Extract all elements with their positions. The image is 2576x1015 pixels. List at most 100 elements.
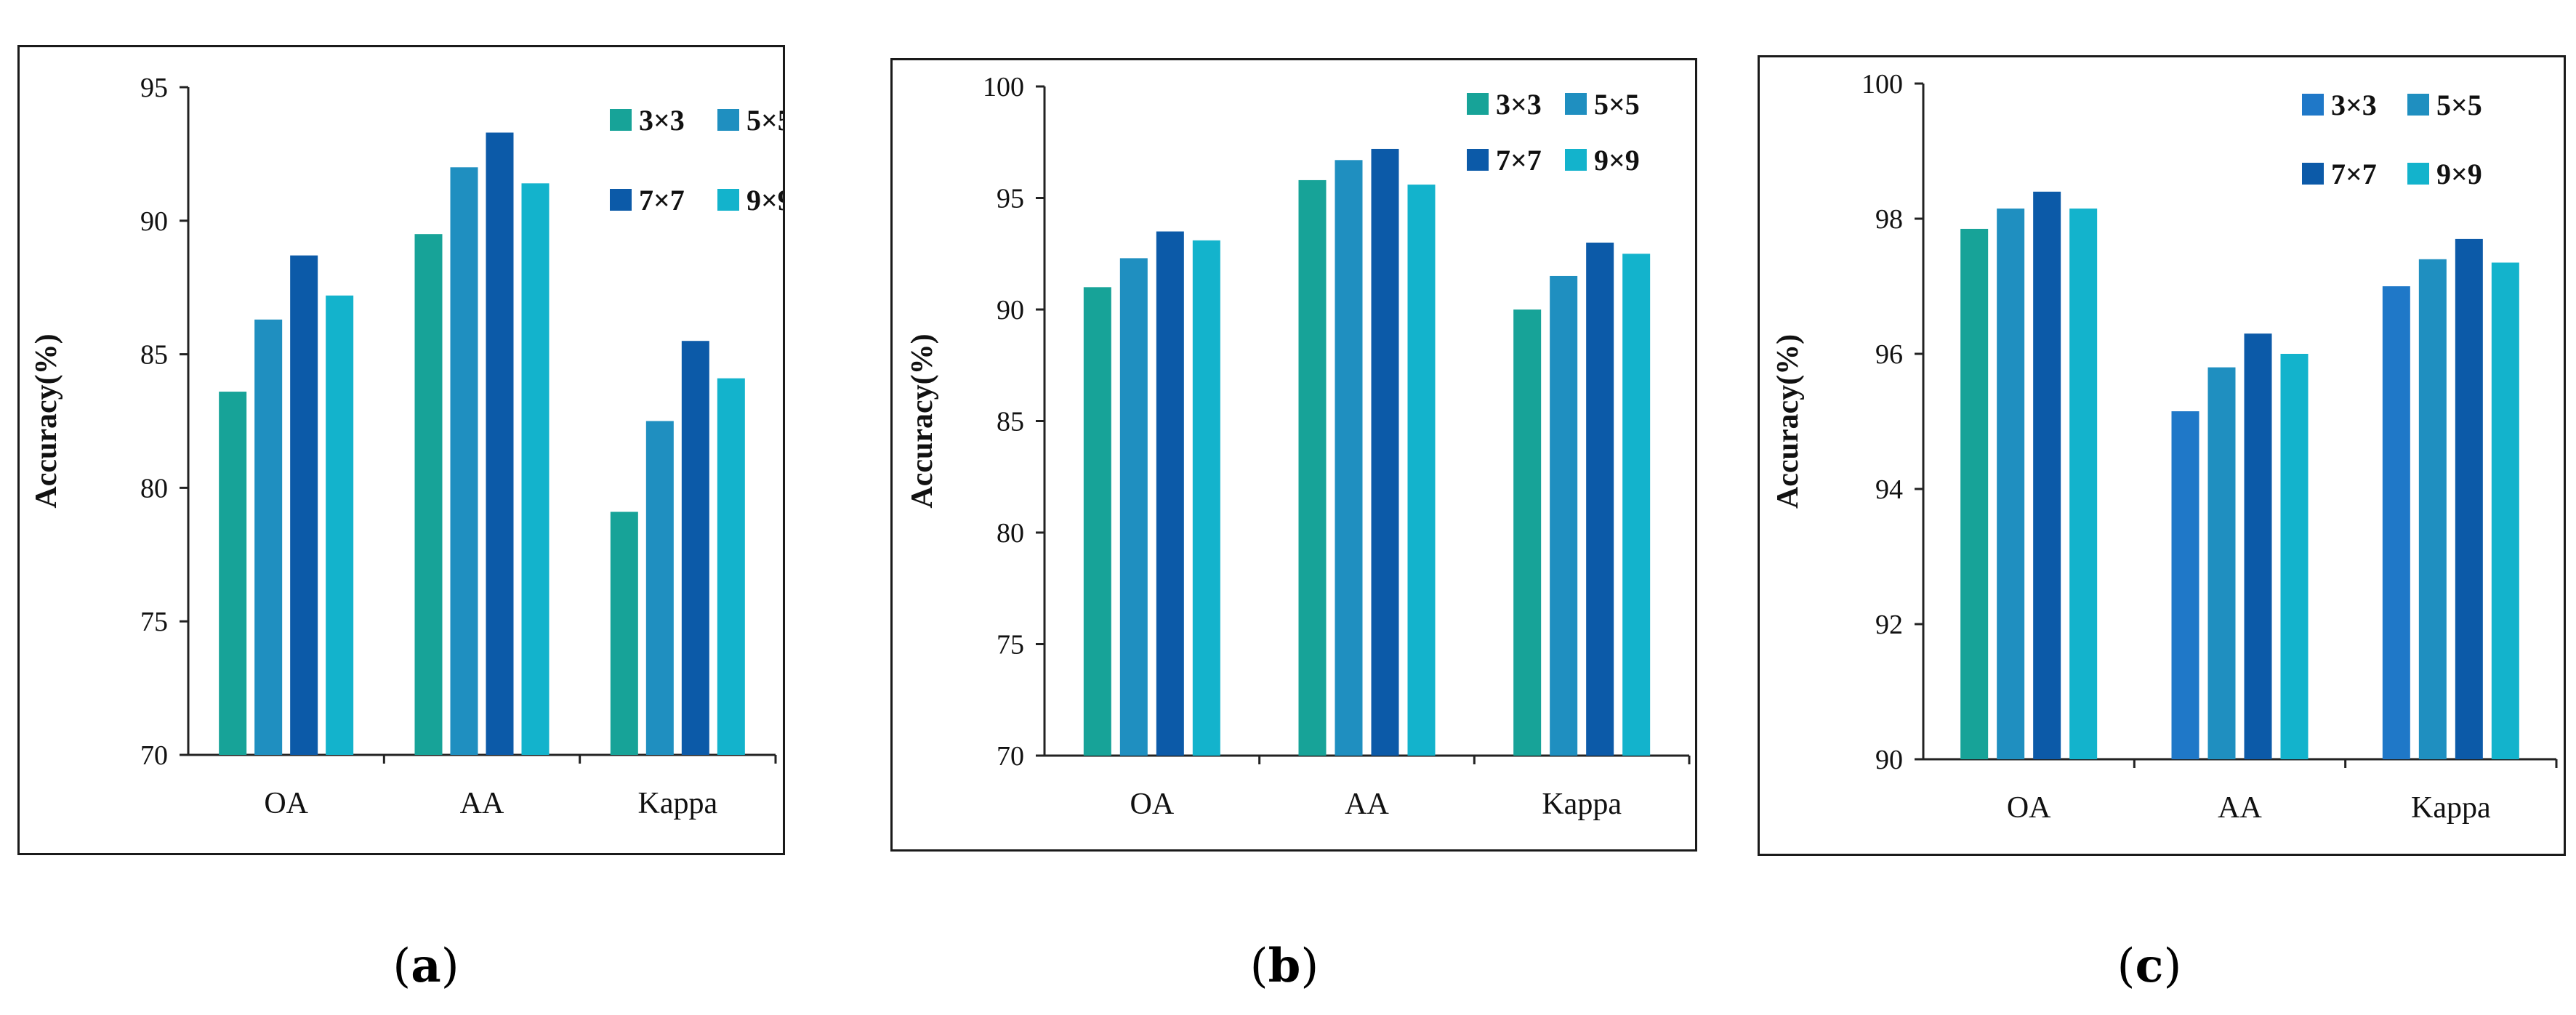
bar-aa-9x9 bbox=[521, 183, 550, 755]
bar-aa-3x3 bbox=[1298, 179, 1327, 756]
bar-oa-7x7 bbox=[2033, 191, 2061, 759]
legend-label: 7×7 bbox=[639, 184, 685, 217]
bar-aa-5x5 bbox=[2207, 367, 2236, 760]
bar-kappa-3x3 bbox=[610, 511, 638, 755]
legend-label: 3×3 bbox=[2331, 89, 2377, 121]
bar-kappa-7x7 bbox=[681, 341, 709, 756]
bar-aa-9x9 bbox=[2280, 354, 2309, 759]
y-axis-label: Accuracy(%) bbox=[906, 333, 939, 508]
bar-aa-3x3 bbox=[414, 234, 443, 755]
bar-oa-9x9 bbox=[2069, 209, 2098, 759]
y-axis-label: Accuracy(%) bbox=[1771, 334, 1805, 509]
x-category-label: Kappa bbox=[1542, 788, 1622, 821]
legend-swatch bbox=[717, 189, 739, 211]
y-tick-label: 90 bbox=[997, 295, 1024, 325]
legend-label: 5×5 bbox=[746, 104, 783, 137]
legend-swatch bbox=[2407, 94, 2429, 116]
legend-swatch bbox=[2302, 163, 2324, 185]
panel-caption-c: (c) bbox=[2117, 939, 2182, 993]
bar-oa-5x5 bbox=[1997, 209, 2025, 759]
bar-oa-3x3 bbox=[219, 392, 247, 755]
bar-kappa-9x9 bbox=[717, 378, 745, 755]
y-tick-label: 100 bbox=[1861, 69, 1903, 100]
y-tick-label: 70 bbox=[997, 741, 1024, 772]
x-category-label: AA bbox=[460, 787, 504, 820]
chart-panel-a: 70 75 80 85 90 95 Accuracy(%) OA AA Kappa 3×3 5×5 7×… bbox=[17, 45, 792, 855]
legend-swatch bbox=[717, 109, 739, 131]
panel-label-c: c bbox=[2135, 939, 2164, 993]
bar-oa-3x3 bbox=[1083, 287, 1111, 756]
y-tick-label: 90 bbox=[1875, 745, 1903, 775]
bar-oa-5x5 bbox=[254, 319, 283, 755]
bar-aa-5x5 bbox=[450, 167, 478, 755]
y-tick-label: 98 bbox=[1875, 204, 1903, 235]
y-tick-label: 80 bbox=[997, 518, 1024, 549]
bar-kappa-5x5 bbox=[1550, 275, 1578, 756]
chart-a-svg: 70 75 80 85 90 95 Accuracy(%) OA AA Kappa 3×3 5×5 7×… bbox=[30, 73, 792, 820]
panel-label-b: b bbox=[1268, 939, 1301, 993]
chart-c-svg: 90 92 94 96 98 100 Accuracy(%) OA AA Kappa 3×3 5×5 7… bbox=[1771, 69, 2558, 825]
legend-label: 7×7 bbox=[1496, 144, 1542, 177]
legend-label: 9×9 bbox=[1594, 144, 1640, 177]
legend-swatch bbox=[1565, 149, 1587, 171]
chart-panel-b: 70 75 80 85 90 95 100 Accuracy(%) OA AA Kappa 3×3 5×… bbox=[890, 58, 1697, 852]
bar-kappa-9x9 bbox=[1622, 254, 1651, 756]
y-tick-label: 85 bbox=[140, 340, 168, 371]
bar-oa-7x7 bbox=[1156, 231, 1184, 756]
y-tick-label: 75 bbox=[997, 630, 1024, 660]
legend-label: 3×3 bbox=[639, 104, 685, 137]
legend-swatch bbox=[1467, 149, 1489, 171]
bar-kappa-7x7 bbox=[1586, 242, 1614, 756]
bar-oa-9x9 bbox=[1192, 240, 1220, 756]
y-tick-label: 92 bbox=[1875, 610, 1903, 640]
y-tick-label: 75 bbox=[140, 607, 168, 637]
y-tick-label: 95 bbox=[997, 184, 1024, 214]
legend-swatch bbox=[610, 189, 632, 211]
y-tick-label: 70 bbox=[140, 740, 168, 771]
legend-swatch bbox=[610, 109, 632, 131]
bar-kappa-3x3 bbox=[1513, 310, 1542, 756]
legend-swatch bbox=[1565, 93, 1587, 115]
legend-label: 3×3 bbox=[1496, 88, 1542, 121]
bar-aa-3x3 bbox=[2171, 411, 2199, 759]
x-category-label: OA bbox=[264, 787, 308, 820]
bar-aa-7x7 bbox=[486, 132, 514, 755]
bar-kappa-9x9 bbox=[2491, 262, 2519, 759]
x-category-label: Kappa bbox=[638, 787, 718, 820]
legend-swatch bbox=[2407, 163, 2429, 185]
bar-oa-9x9 bbox=[326, 295, 354, 755]
legend-swatch bbox=[1467, 93, 1489, 115]
panel-label-a: a bbox=[411, 939, 441, 993]
y-tick-label: 85 bbox=[997, 407, 1024, 437]
legend-label: 7×7 bbox=[2331, 158, 2377, 190]
y-tick-label: 90 bbox=[140, 206, 168, 237]
bar-kappa-7x7 bbox=[2455, 238, 2483, 759]
panel-caption-b: (b) bbox=[1249, 939, 1319, 993]
x-category-label: AA bbox=[1345, 788, 1389, 821]
y-tick-label: 96 bbox=[1875, 339, 1903, 370]
legend-label: 9×9 bbox=[2436, 158, 2482, 190]
bar-aa-7x7 bbox=[2244, 333, 2272, 760]
y-axis-label: Accuracy(%) bbox=[30, 333, 63, 508]
bar-aa-9x9 bbox=[1407, 185, 1436, 756]
panel-caption-a: (a) bbox=[393, 939, 459, 993]
y-tick-label: 100 bbox=[983, 72, 1024, 102]
legend-label: 5×5 bbox=[2436, 89, 2482, 121]
x-category-label: Kappa bbox=[2411, 791, 2491, 825]
bar-kappa-3x3 bbox=[2382, 286, 2410, 759]
bar-oa-7x7 bbox=[290, 255, 318, 755]
bar-kappa-5x5 bbox=[2418, 259, 2447, 759]
x-category-label: AA bbox=[2218, 791, 2262, 825]
legend-label: 5×5 bbox=[1594, 88, 1640, 121]
chart-panel-c: 90 92 94 96 98 100 Accuracy(%) OA AA Kappa 3×3 5×5 7… bbox=[1758, 55, 2566, 856]
bar-oa-3x3 bbox=[1960, 228, 1989, 759]
x-category-label: OA bbox=[1130, 788, 1174, 821]
bar-aa-7x7 bbox=[1371, 148, 1399, 756]
y-tick-label: 80 bbox=[140, 473, 168, 504]
x-category-label: OA bbox=[2007, 791, 2051, 825]
legend-swatch bbox=[2302, 94, 2324, 116]
bar-oa-5x5 bbox=[1119, 258, 1148, 756]
chart-b-svg: 70 75 80 85 90 95 100 Accuracy(%) OA AA Kappa 3×3 5×… bbox=[906, 72, 1691, 821]
legend-label: 9×9 bbox=[746, 184, 783, 217]
y-tick-label: 94 bbox=[1875, 474, 1903, 505]
